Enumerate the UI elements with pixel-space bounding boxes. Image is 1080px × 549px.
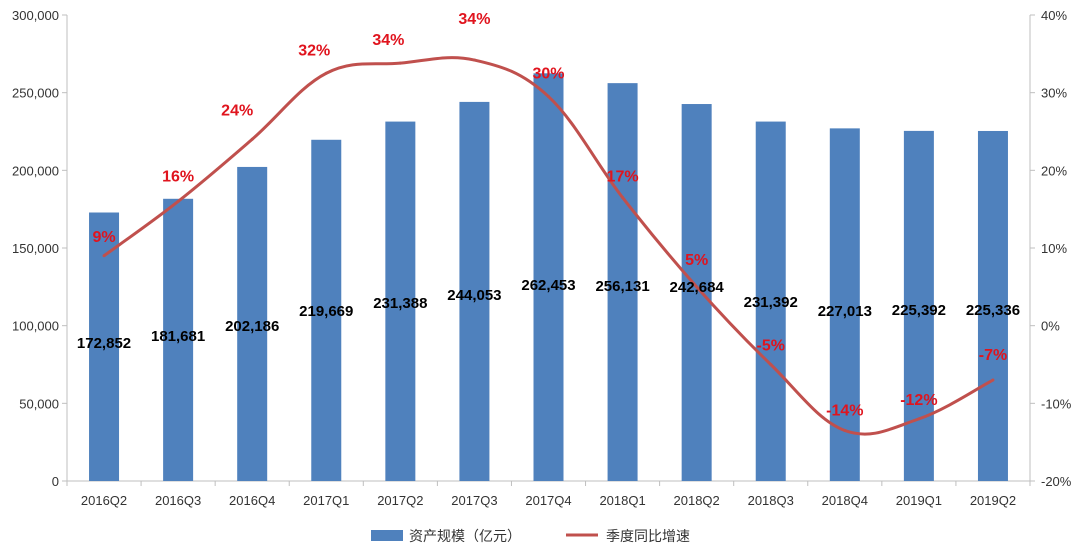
- left-tick-label: 150,000: [12, 241, 59, 256]
- line-point: [769, 363, 773, 366]
- x-tick-label: 2017Q2: [377, 493, 423, 508]
- bar: [755, 121, 786, 481]
- line-point: [102, 254, 106, 258]
- line-point: [547, 95, 550, 99]
- bar-data-label: 227,013: [818, 303, 872, 320]
- bar: [237, 166, 268, 481]
- bar-series: [89, 73, 1008, 482]
- right-tick-label: -10%: [1041, 396, 1072, 411]
- line-data-label: 5%: [685, 252, 708, 269]
- line-data-label: -7%: [979, 347, 1007, 364]
- bar-data-label: 219,669: [299, 303, 353, 320]
- bar-data-label: 202,186: [225, 318, 279, 335]
- left-tick-label: 300,000: [12, 8, 59, 23]
- bar: [311, 139, 342, 481]
- left-tick-label: 50,000: [19, 396, 59, 411]
- bar: [163, 198, 194, 481]
- right-tick-label: -20%: [1041, 474, 1072, 489]
- bar: [459, 101, 490, 481]
- x-tick-label: 2016Q2: [81, 493, 127, 508]
- bar-data-label: 231,388: [373, 295, 427, 312]
- bar: [977, 130, 1008, 481]
- x-tick-label: 2016Q3: [155, 493, 201, 508]
- line-data-label: 16%: [162, 168, 194, 185]
- line-point: [991, 378, 995, 382]
- x-tick-label: 2017Q1: [303, 493, 349, 508]
- bar-data-label: 225,392: [892, 302, 946, 319]
- line-data-label: 34%: [372, 32, 404, 49]
- x-tick-label: 2017Q4: [525, 493, 571, 508]
- left-tick-label: 100,000: [12, 319, 59, 334]
- line-point: [324, 71, 328, 75]
- right-tick-label: 40%: [1041, 8, 1067, 23]
- right-tick-label: 30%: [1041, 86, 1067, 101]
- bar: [385, 121, 416, 482]
- left-tick-label: 0: [52, 474, 59, 489]
- line-point: [472, 58, 476, 62]
- line-point: [176, 199, 180, 203]
- line-point: [250, 137, 254, 141]
- line-data-label: 32%: [298, 42, 330, 59]
- bar-data-label: 244,053: [447, 287, 501, 304]
- line-point: [398, 61, 402, 65]
- bar-data-label: 225,336: [966, 302, 1020, 319]
- bar: [607, 83, 638, 481]
- right-tick-label: 0%: [1041, 319, 1060, 334]
- line-data-label: -14%: [826, 403, 863, 420]
- x-tick-label: 2018Q2: [674, 493, 720, 508]
- line-data-label: 30%: [532, 66, 564, 83]
- legend-line-label: 季度同比增速: [606, 529, 690, 545]
- x-tick-label: 2018Q4: [822, 493, 868, 508]
- bar-data-label: 242,684: [670, 279, 725, 296]
- line-data-label: 34%: [458, 11, 490, 28]
- bar-data-label: 231,392: [744, 294, 798, 311]
- line-point: [843, 429, 847, 433]
- x-tick-label: 2019Q1: [896, 493, 942, 508]
- bar-data-label: 181,681: [151, 328, 205, 345]
- bar-data-label: 262,453: [521, 277, 575, 294]
- right-tick-label: 20%: [1041, 163, 1067, 178]
- line-point: [695, 285, 699, 289]
- line-data-label: 9%: [92, 229, 115, 246]
- legend: 资产规模（亿元） 季度同比增速: [371, 529, 690, 545]
- legend-bar-label: 资产规模（亿元）: [409, 529, 521, 545]
- left-tick-label: 250,000: [12, 86, 59, 101]
- bar-data-labels: 172,852 181,681 202,186 219,669 231,388 244,0…: [77, 277, 1020, 352]
- x-axis-ticks: 2016Q2 2016Q3 2016Q4 2017Q1 2017Q2 2017Q3 2017…: [66, 481, 1031, 508]
- x-tick-label: 2018Q3: [748, 493, 794, 508]
- line-data-label: 17%: [607, 169, 639, 186]
- left-tick-label: 200,000: [12, 163, 59, 178]
- legend-bar-swatch: [371, 530, 403, 541]
- line-data-label: -5%: [757, 338, 785, 355]
- bar-data-label: 172,852: [77, 335, 131, 352]
- line-point: [621, 196, 625, 200]
- x-tick-label: 2016Q4: [229, 493, 275, 508]
- bar: [533, 73, 564, 482]
- x-tick-label: 2017Q3: [451, 493, 497, 508]
- bar: [829, 128, 860, 481]
- right-tick-label: 10%: [1041, 241, 1067, 256]
- line-data-label: -12%: [900, 392, 937, 409]
- line-data-labels: 9% 16% 24% 32% 34% 34% 30% 17% 5% -5% -14% -12% -7%: [92, 11, 1007, 419]
- x-tick-label: 2019Q2: [970, 493, 1016, 508]
- bar-data-label: 256,131: [595, 278, 649, 295]
- line-series: [102, 56, 995, 436]
- x-tick-label: 2018Q1: [599, 493, 645, 508]
- line-point: [917, 417, 921, 421]
- axes: 0 50,000 100,000 150,000 200,000 250,000 300,0…: [12, 8, 1072, 489]
- line-data-label: 24%: [221, 102, 253, 119]
- bar: [681, 104, 712, 481]
